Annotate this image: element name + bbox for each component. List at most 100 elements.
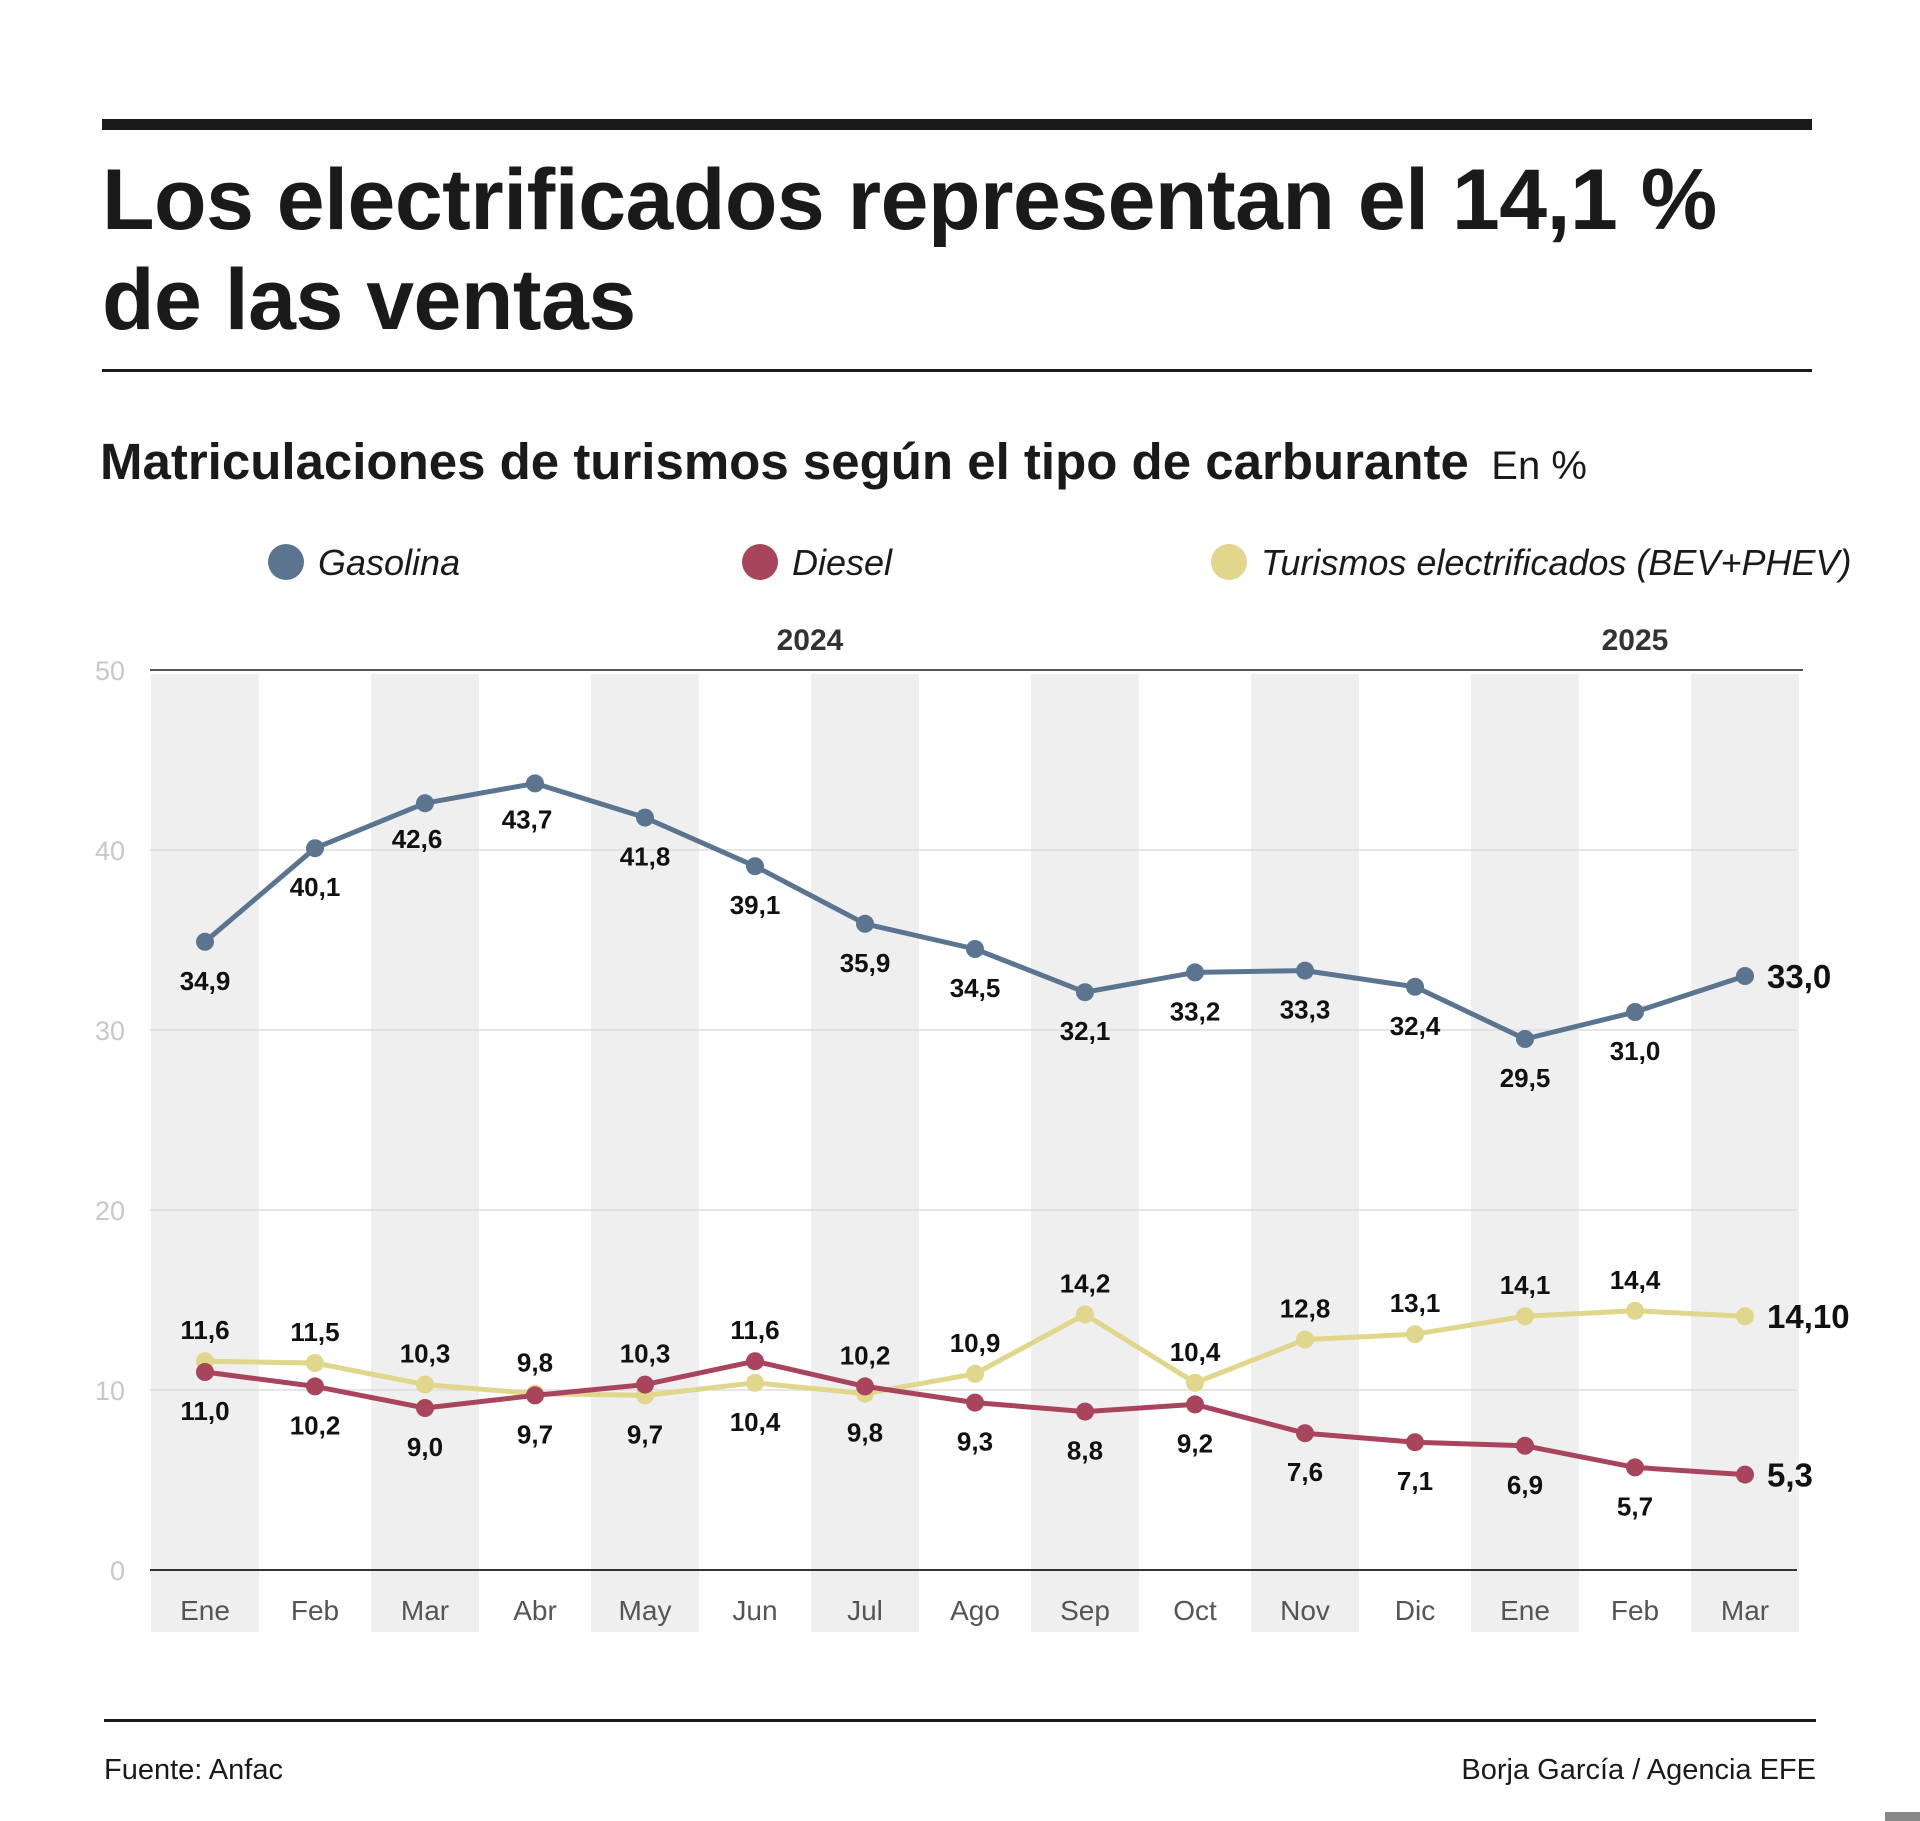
data-point bbox=[1076, 1305, 1094, 1324]
legend-label: Diesel bbox=[792, 542, 893, 583]
column-band bbox=[811, 674, 919, 1632]
data-point bbox=[856, 914, 874, 933]
data-label: 5,7 bbox=[1617, 1491, 1653, 1521]
column-band bbox=[1031, 674, 1139, 1632]
data-point bbox=[1736, 1307, 1754, 1326]
page-title: Los electrificados representan el 14,1 %… bbox=[102, 152, 1717, 348]
data-point bbox=[746, 857, 764, 876]
legend-swatch bbox=[1211, 544, 1247, 580]
data-label: 11,6 bbox=[180, 1315, 229, 1345]
data-point bbox=[746, 1373, 764, 1392]
x-tick-label: Ene bbox=[180, 1595, 230, 1626]
data-label: 9,8 bbox=[847, 1418, 883, 1448]
y-tick-label: 50 bbox=[95, 656, 125, 686]
data-point bbox=[1186, 963, 1204, 982]
data-label: 14,2 bbox=[1060, 1268, 1111, 1298]
data-point bbox=[1626, 1003, 1644, 1021]
column-band bbox=[151, 674, 259, 1632]
legend-item-3: Turismos electrificados (BEV+PHEV) bbox=[1211, 542, 1852, 583]
x-tick-label: Ene bbox=[1500, 1595, 1550, 1626]
x-tick-label: Oct bbox=[1173, 1595, 1217, 1626]
data-label: 10,2 bbox=[290, 1410, 341, 1440]
x-tick-label: Feb bbox=[291, 1595, 339, 1626]
bottom-rule bbox=[104, 1719, 1816, 1722]
series-1 bbox=[196, 774, 1754, 1048]
legend-swatch bbox=[268, 544, 304, 580]
data-point bbox=[1516, 1307, 1534, 1326]
data-label: 31,0 bbox=[1610, 1036, 1661, 1066]
x-tick-label: May bbox=[619, 1595, 672, 1626]
data-label: 33,3 bbox=[1280, 995, 1331, 1025]
data-point bbox=[966, 1393, 984, 1412]
series-2 bbox=[196, 1352, 1754, 1484]
data-label: 9,0 bbox=[407, 1432, 443, 1462]
data-label: 10,9 bbox=[950, 1328, 1001, 1358]
data-label: 9,3 bbox=[957, 1427, 993, 1457]
x-tick-label: Nov bbox=[1280, 1595, 1330, 1626]
data-label: 7,1 bbox=[1397, 1466, 1433, 1496]
x-tick-label: Dic bbox=[1395, 1595, 1435, 1626]
data-point bbox=[526, 1386, 544, 1405]
legend-item-1: Gasolina bbox=[268, 542, 460, 583]
chart-unit: En % bbox=[1491, 444, 1587, 488]
credit-note: Borja García / Agencia EFE bbox=[1461, 1754, 1816, 1786]
data-point bbox=[1186, 1395, 1204, 1414]
data-label: 10,2 bbox=[840, 1340, 891, 1370]
data-label: 32,1 bbox=[1060, 1016, 1111, 1046]
data-point bbox=[1296, 1424, 1314, 1443]
data-point bbox=[196, 932, 214, 951]
line-chart: Gasolina Diesel Turismos electrificados (B… bbox=[95, 542, 1852, 1632]
column-band bbox=[1251, 674, 1359, 1632]
data-label: 9,7 bbox=[517, 1419, 553, 1449]
data-label: 11,6 bbox=[730, 1315, 779, 1345]
y-tick-label: 20 bbox=[95, 1196, 125, 1226]
x-tick-label: Jul bbox=[847, 1595, 883, 1626]
x-tick-label: Sep bbox=[1060, 1595, 1110, 1626]
data-label: 40,1 bbox=[290, 872, 341, 902]
data-label: 14,1 bbox=[1500, 1270, 1551, 1300]
data-point bbox=[1296, 1330, 1314, 1349]
data-point bbox=[746, 1352, 764, 1371]
legend-label: Turismos electrificados (BEV+PHEV) bbox=[1261, 542, 1852, 583]
legend: Gasolina Diesel Turismos electrificados (B… bbox=[268, 542, 1852, 583]
data-point bbox=[966, 940, 984, 958]
data-label: 11,5 bbox=[290, 1317, 339, 1347]
data-label: 14,10 bbox=[1767, 1298, 1850, 1335]
data-label: 9,8 bbox=[517, 1348, 553, 1378]
chart-title: Matriculaciones de turismos según el tip… bbox=[100, 433, 1469, 490]
x-axis-labels: Ene Feb Mar Abr May Jun Jul Ago Sep Oct Nov Dic Ene F… bbox=[180, 1595, 1769, 1626]
data-point bbox=[636, 808, 654, 827]
data-point bbox=[1076, 983, 1094, 1002]
data-point bbox=[306, 1354, 324, 1372]
x-tick-label: Ago bbox=[950, 1595, 1000, 1626]
x-tick-label: Jun bbox=[732, 1595, 777, 1626]
data-point bbox=[1626, 1458, 1644, 1477]
data-label: 9,7 bbox=[627, 1419, 663, 1449]
chart-subtitle: Matriculaciones de turismos según el tip… bbox=[100, 432, 1587, 491]
data-label: 33,0 bbox=[1767, 958, 1831, 995]
data-label: 34,5 bbox=[950, 973, 1001, 1003]
data-label: 10,4 bbox=[1170, 1337, 1221, 1367]
data-label: 14,4 bbox=[1610, 1265, 1661, 1295]
data-label: 11,0 bbox=[180, 1396, 229, 1426]
data-point bbox=[1076, 1402, 1094, 1421]
data-label: 32,4 bbox=[1390, 1011, 1441, 1041]
x-tick-label: Mar bbox=[1721, 1595, 1769, 1626]
data-label: 5,3 bbox=[1767, 1457, 1813, 1494]
data-label: 34,9 bbox=[180, 966, 231, 996]
x-tick-label: Mar bbox=[401, 1595, 449, 1626]
x-tick-label: Abr bbox=[513, 1595, 557, 1626]
data-point bbox=[1406, 1433, 1424, 1452]
column-band bbox=[1471, 674, 1579, 1632]
data-point bbox=[1736, 967, 1754, 985]
data-label: 12,8 bbox=[1280, 1294, 1331, 1324]
data-label: 9,2 bbox=[1177, 1428, 1213, 1458]
data-label: 13,1 bbox=[1390, 1288, 1441, 1318]
data-label: 10,3 bbox=[620, 1339, 671, 1369]
data-point bbox=[1516, 1030, 1534, 1048]
data-point bbox=[416, 1399, 434, 1417]
data-point bbox=[1406, 977, 1424, 996]
data-point bbox=[526, 774, 544, 793]
data-label: 8,8 bbox=[1067, 1436, 1103, 1466]
source-note: Fuente: Anfac bbox=[104, 1754, 283, 1786]
